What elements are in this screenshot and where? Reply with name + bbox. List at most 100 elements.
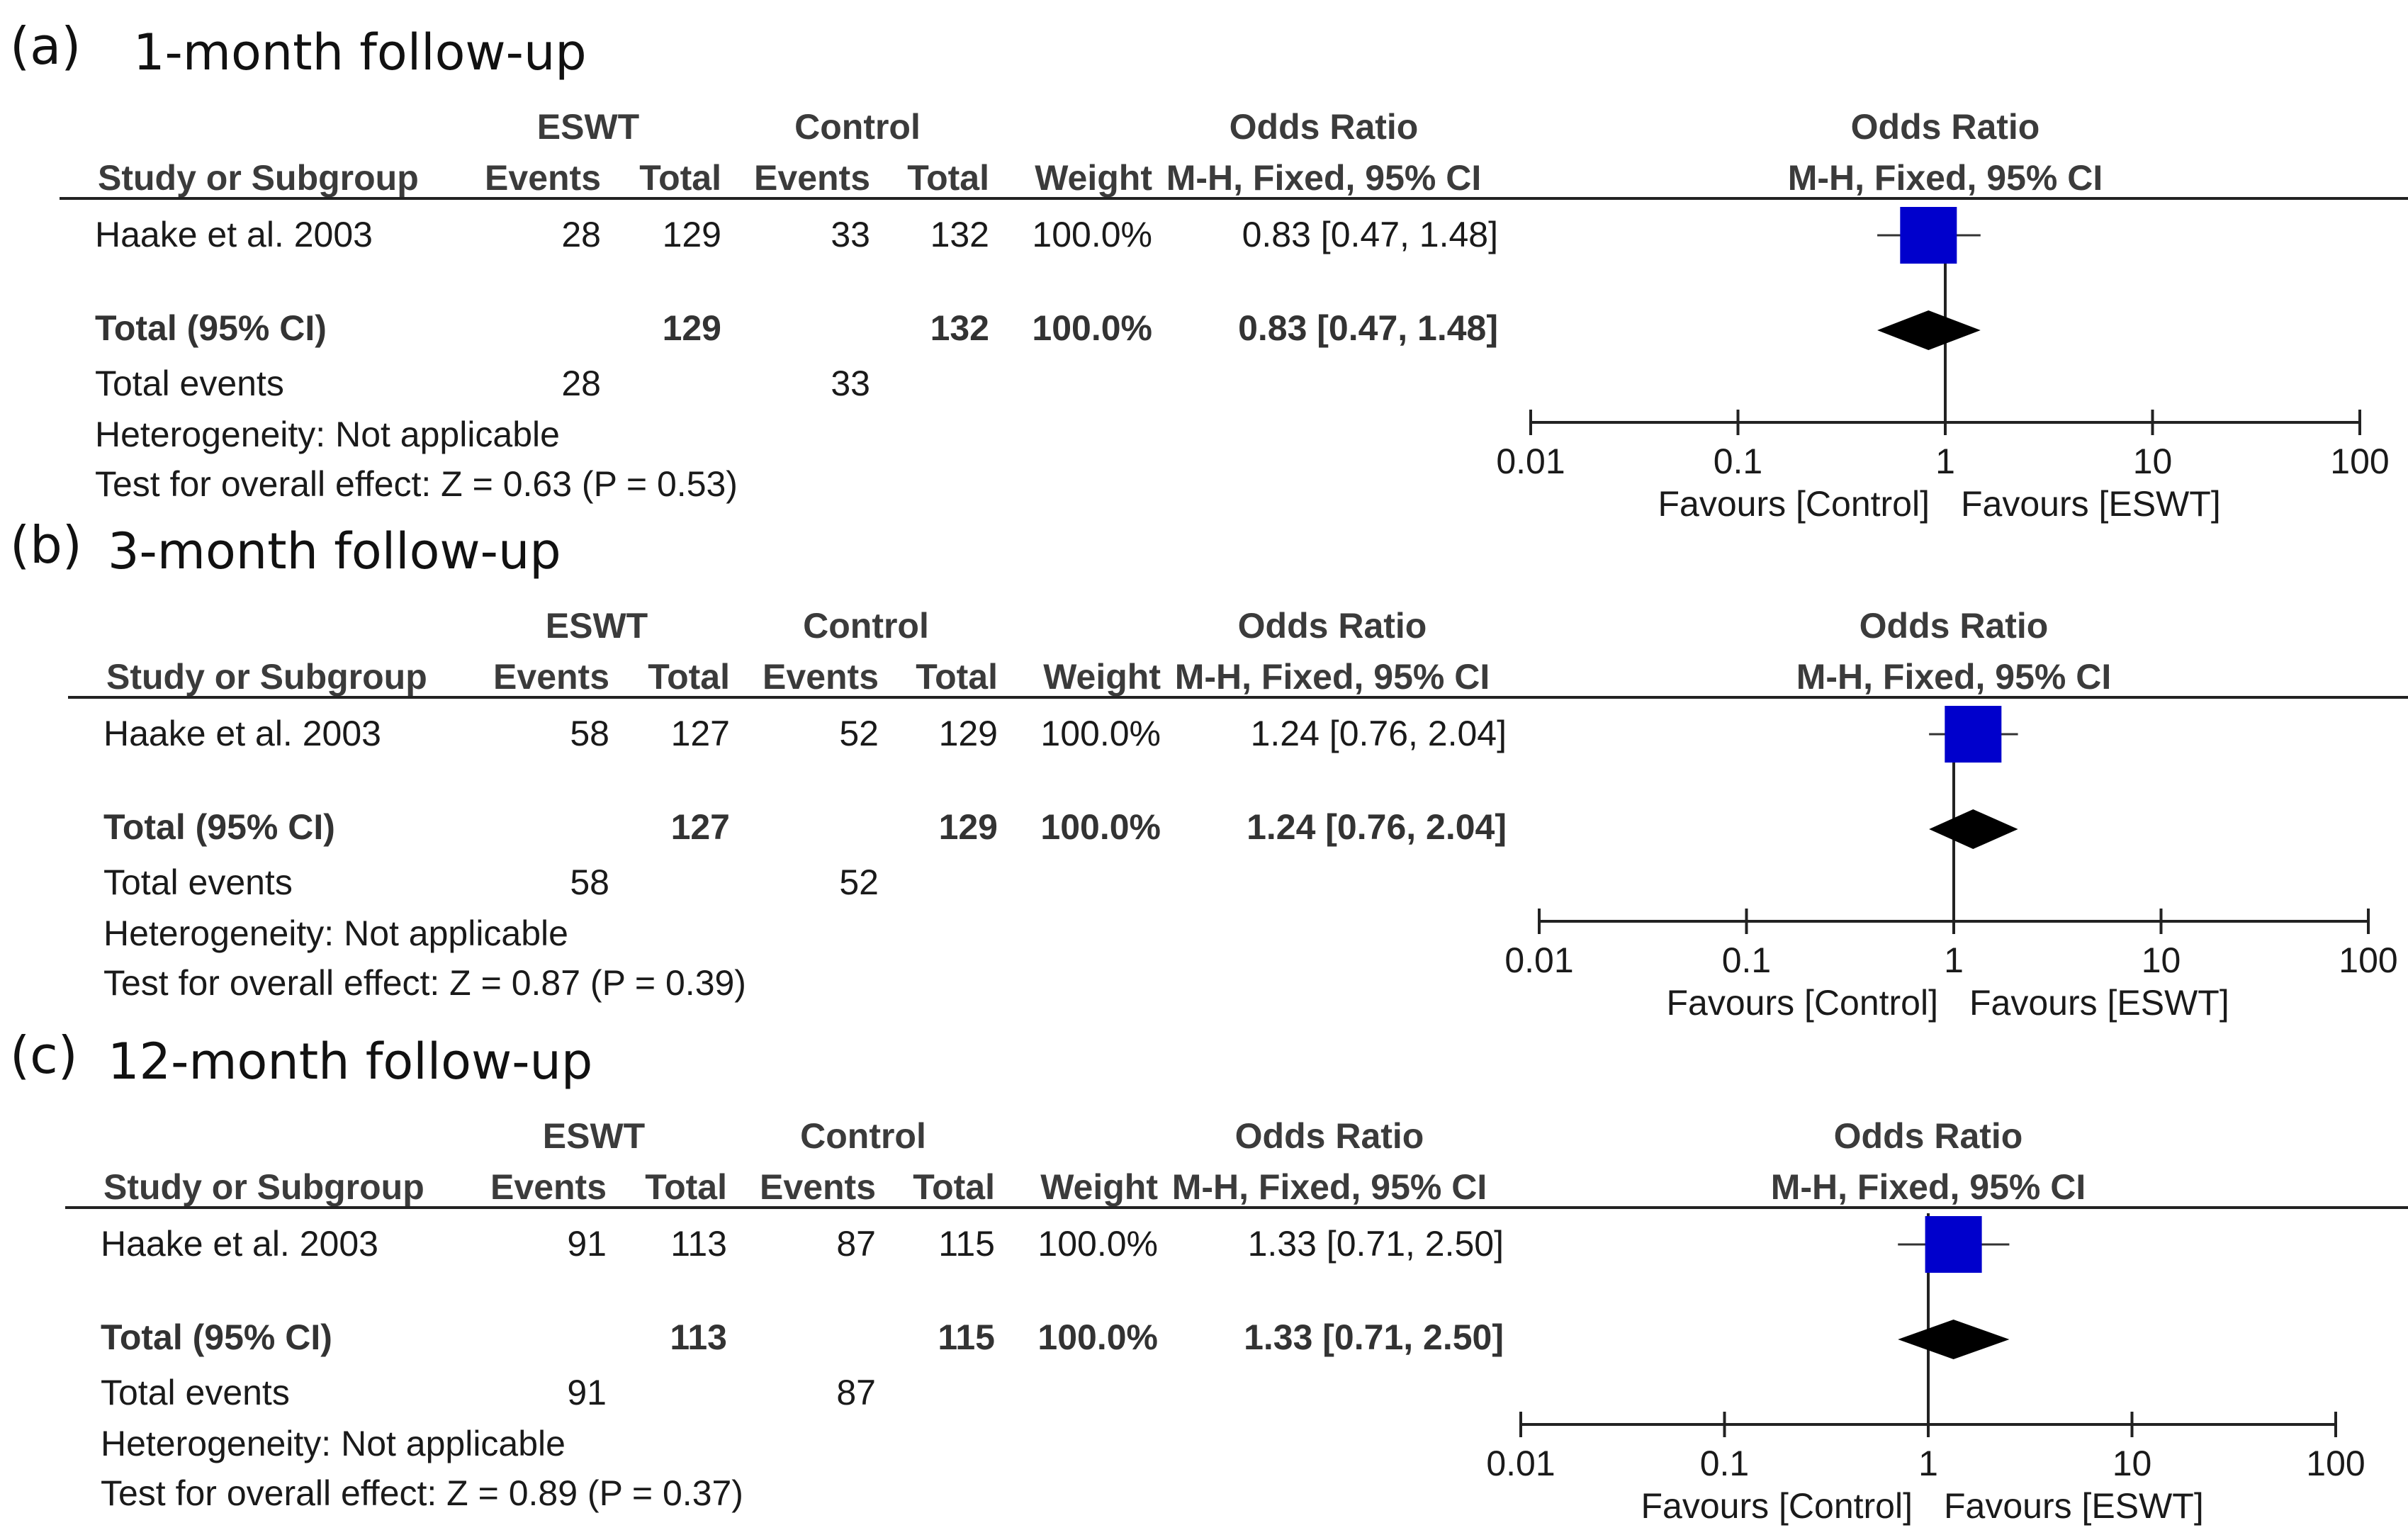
study-or-ci: 1.24 [0.76, 2.04] [1251,714,1507,753]
study-point-estimate [1900,207,1957,264]
x-tick-label: 0.1 [1700,1444,1750,1483]
eswt-events-header: Events [485,158,601,198]
study-point-estimate [1945,706,2002,763]
total-or-ci: 1.24 [0.76, 2.04] [1247,807,1507,847]
panel-label: (c) [10,1025,78,1085]
eswt-total: 113 [670,1224,727,1264]
overall-effect-note: Test for overall effect: Z = 0.87 (P = 0… [103,963,746,1003]
effect-method-header: M-H, Fixed, 95% CI [1172,1167,1487,1207]
study-name: Haake et al. 2003 [103,714,381,753]
panel-title: 3-month follow-up [108,522,561,580]
x-tick-label: 10 [2112,1444,2152,1483]
total-or-ci: 1.33 [0.71, 2.50] [1244,1317,1504,1357]
study-or-ci: 0.83 [0.47, 1.48] [1242,215,1498,254]
eswt-total: 127 [671,714,730,753]
effect-method-header: M-H, Fixed, 95% CI [1166,158,1482,198]
group2-header: Control [800,1116,926,1156]
plot-title: Odds Ratio [1851,107,2040,147]
eswt-events-header: Events [493,657,609,697]
eswt-events: 28 [561,215,601,254]
control-events-header: Events [754,158,870,198]
control-events-header: Events [763,657,879,697]
study-col-header: Study or Subgroup [106,657,427,697]
favours-left-label: Favours [Control] [1658,484,1930,524]
summary-diamond [1898,1320,2010,1359]
total-events-label: Total events [101,1373,290,1412]
total-control: 129 [939,807,998,847]
plot-title: Odds Ratio [1860,606,2049,646]
total-events-control: 87 [836,1373,876,1412]
heterogeneity-note: Heterogeneity: Not applicable [103,913,568,953]
favours-right-label: Favours [ESWT] [1969,983,2229,1023]
x-tick-label: 100 [2330,442,2389,481]
plot-method-header: M-H, Fixed, 95% CI [1796,657,2112,697]
panel-label: (a) [10,16,81,76]
effect-col-header: Odds Ratio [1230,107,1419,147]
total-weight: 100.0% [1032,308,1152,348]
total-control: 132 [930,308,989,348]
eswt-total-header: Total [648,657,730,697]
control-events-header: Events [760,1167,876,1207]
eswt-events-header: Events [490,1167,607,1207]
group2-header: Control [803,606,929,646]
summary-diamond [1877,310,1981,350]
total-eswt: 127 [671,807,730,847]
group1-header: ESWT [543,1116,645,1156]
total-events-eswt: 28 [561,364,601,403]
study-weight: 100.0% [1032,215,1152,254]
overall-effect-note: Test for overall effect: Z = 0.89 (P = 0… [101,1473,743,1513]
panel-title: 12-month follow-up [108,1033,592,1091]
x-tick-label: 10 [2133,442,2173,481]
plot-method-header: M-H, Fixed, 95% CI [1771,1167,2086,1207]
group1-header: ESWT [537,107,639,147]
summary-diamond [1929,809,2018,849]
total-weight: 100.0% [1037,1317,1158,1357]
study-weight: 100.0% [1037,1224,1158,1264]
total-control: 115 [938,1317,995,1357]
favours-right-label: Favours [ESWT] [1944,1486,2204,1526]
eswt-events: 58 [570,714,609,753]
eswt-events: 91 [567,1224,607,1264]
weight-header: Weight [1043,657,1161,697]
eswt-total: 129 [663,215,721,254]
weight-header: Weight [1040,1167,1158,1207]
eswt-total-header: Total [639,158,721,198]
x-tick-label: 100 [2306,1444,2365,1483]
effect-method-header: M-H, Fixed, 95% CI [1175,657,1490,697]
study-name: Haake et al. 2003 [95,215,373,254]
x-tick-label: 0.01 [1486,1444,1555,1483]
x-tick-label: 100 [2339,940,2397,980]
x-tick-label: 1 [1944,940,1964,980]
total-events-label: Total events [103,862,293,902]
overall-effect-note: Test for overall effect: Z = 0.63 (P = 0… [95,464,738,504]
heterogeneity-note: Heterogeneity: Not applicable [101,1424,566,1463]
total-label: Total (95% CI) [103,807,335,847]
total-events-eswt: 58 [570,862,609,902]
total-or-ci: 0.83 [0.47, 1.48] [1238,308,1498,348]
total-eswt: 113 [670,1317,727,1357]
forest-panel-1: (a) 1-month follow-up ESWT Control Odds Rati… [10,16,2408,524]
x-tick-label: 0.01 [1496,442,1565,481]
control-total: 132 [930,215,989,254]
control-total-header: Total [913,1167,995,1207]
control-total-header: Total [916,657,998,697]
total-events-control: 52 [839,862,879,902]
panel-label: (b) [10,515,82,575]
total-label: Total (95% CI) [101,1317,332,1357]
x-tick-label: 10 [2142,940,2181,980]
x-tick-label: 1 [1918,1444,1938,1483]
panel-title: 1-month follow-up [133,23,587,81]
study-or-ci: 1.33 [0.71, 2.50] [1248,1224,1504,1264]
effect-col-header: Odds Ratio [1235,1116,1424,1156]
total-eswt: 129 [663,308,721,348]
forest-panel-3: (c) 12-month follow-up ESWT Control Odds Rat… [10,1025,2408,1526]
total-weight: 100.0% [1040,807,1161,847]
group2-header: Control [794,107,921,147]
weight-header: Weight [1035,158,1152,198]
x-tick-label: 0.01 [1504,940,1573,980]
control-events: 87 [836,1224,876,1264]
favours-right-label: Favours [ESWT] [1961,484,2221,524]
forest-panel-2: (b) 3-month follow-up ESWT Control Odds Rati… [10,515,2408,1023]
total-events-eswt: 91 [567,1373,607,1412]
